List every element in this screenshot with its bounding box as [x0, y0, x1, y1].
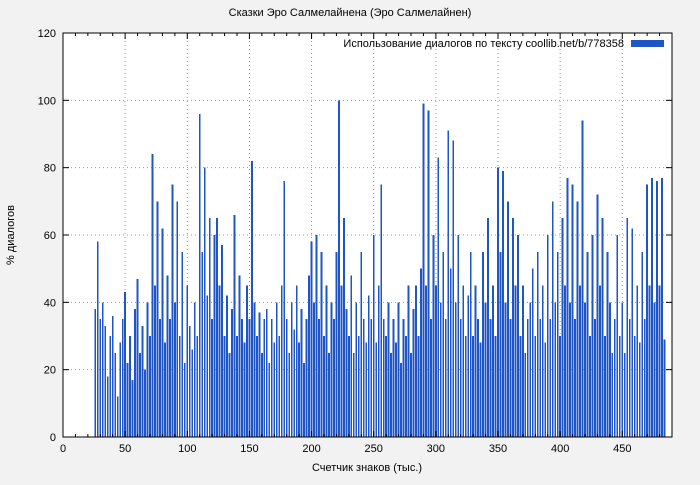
- svg-text:20: 20: [44, 365, 56, 377]
- y-axis-title: % диалогов: [5, 205, 17, 265]
- legend-label: Использование диалогов по тексту coollib…: [343, 38, 624, 50]
- svg-text:50: 50: [119, 443, 131, 455]
- bar-series: [94, 100, 666, 438]
- svg-text:120: 120: [38, 28, 56, 40]
- svg-text:400: 400: [551, 443, 569, 455]
- svg-text:0: 0: [50, 432, 56, 444]
- svg-text:300: 300: [427, 443, 445, 455]
- svg-text:100: 100: [38, 95, 56, 107]
- chart-title: Сказки Эро Салмелайнена (Эро Салмелайнен…: [229, 7, 472, 19]
- svg-text:80: 80: [44, 163, 56, 175]
- axis-ticks: [62, 32, 672, 438]
- svg-text:60: 60: [44, 230, 56, 242]
- x-axis-title: Счетчик знаков (тыс.): [312, 462, 422, 474]
- svg-text:100: 100: [178, 443, 196, 455]
- svg-text:350: 350: [489, 443, 507, 455]
- legend-swatch: [631, 40, 664, 47]
- svg-text:200: 200: [302, 443, 320, 455]
- tick-labels: 0 50 100 150 200 250 300 350 400 450 0 20 40 60 80 100 1…: [38, 28, 632, 455]
- svg-text:40: 40: [44, 297, 56, 309]
- svg-text:0: 0: [60, 443, 66, 455]
- svg-text:250: 250: [365, 443, 383, 455]
- svg-text:150: 150: [240, 443, 258, 455]
- svg-text:450: 450: [613, 443, 631, 455]
